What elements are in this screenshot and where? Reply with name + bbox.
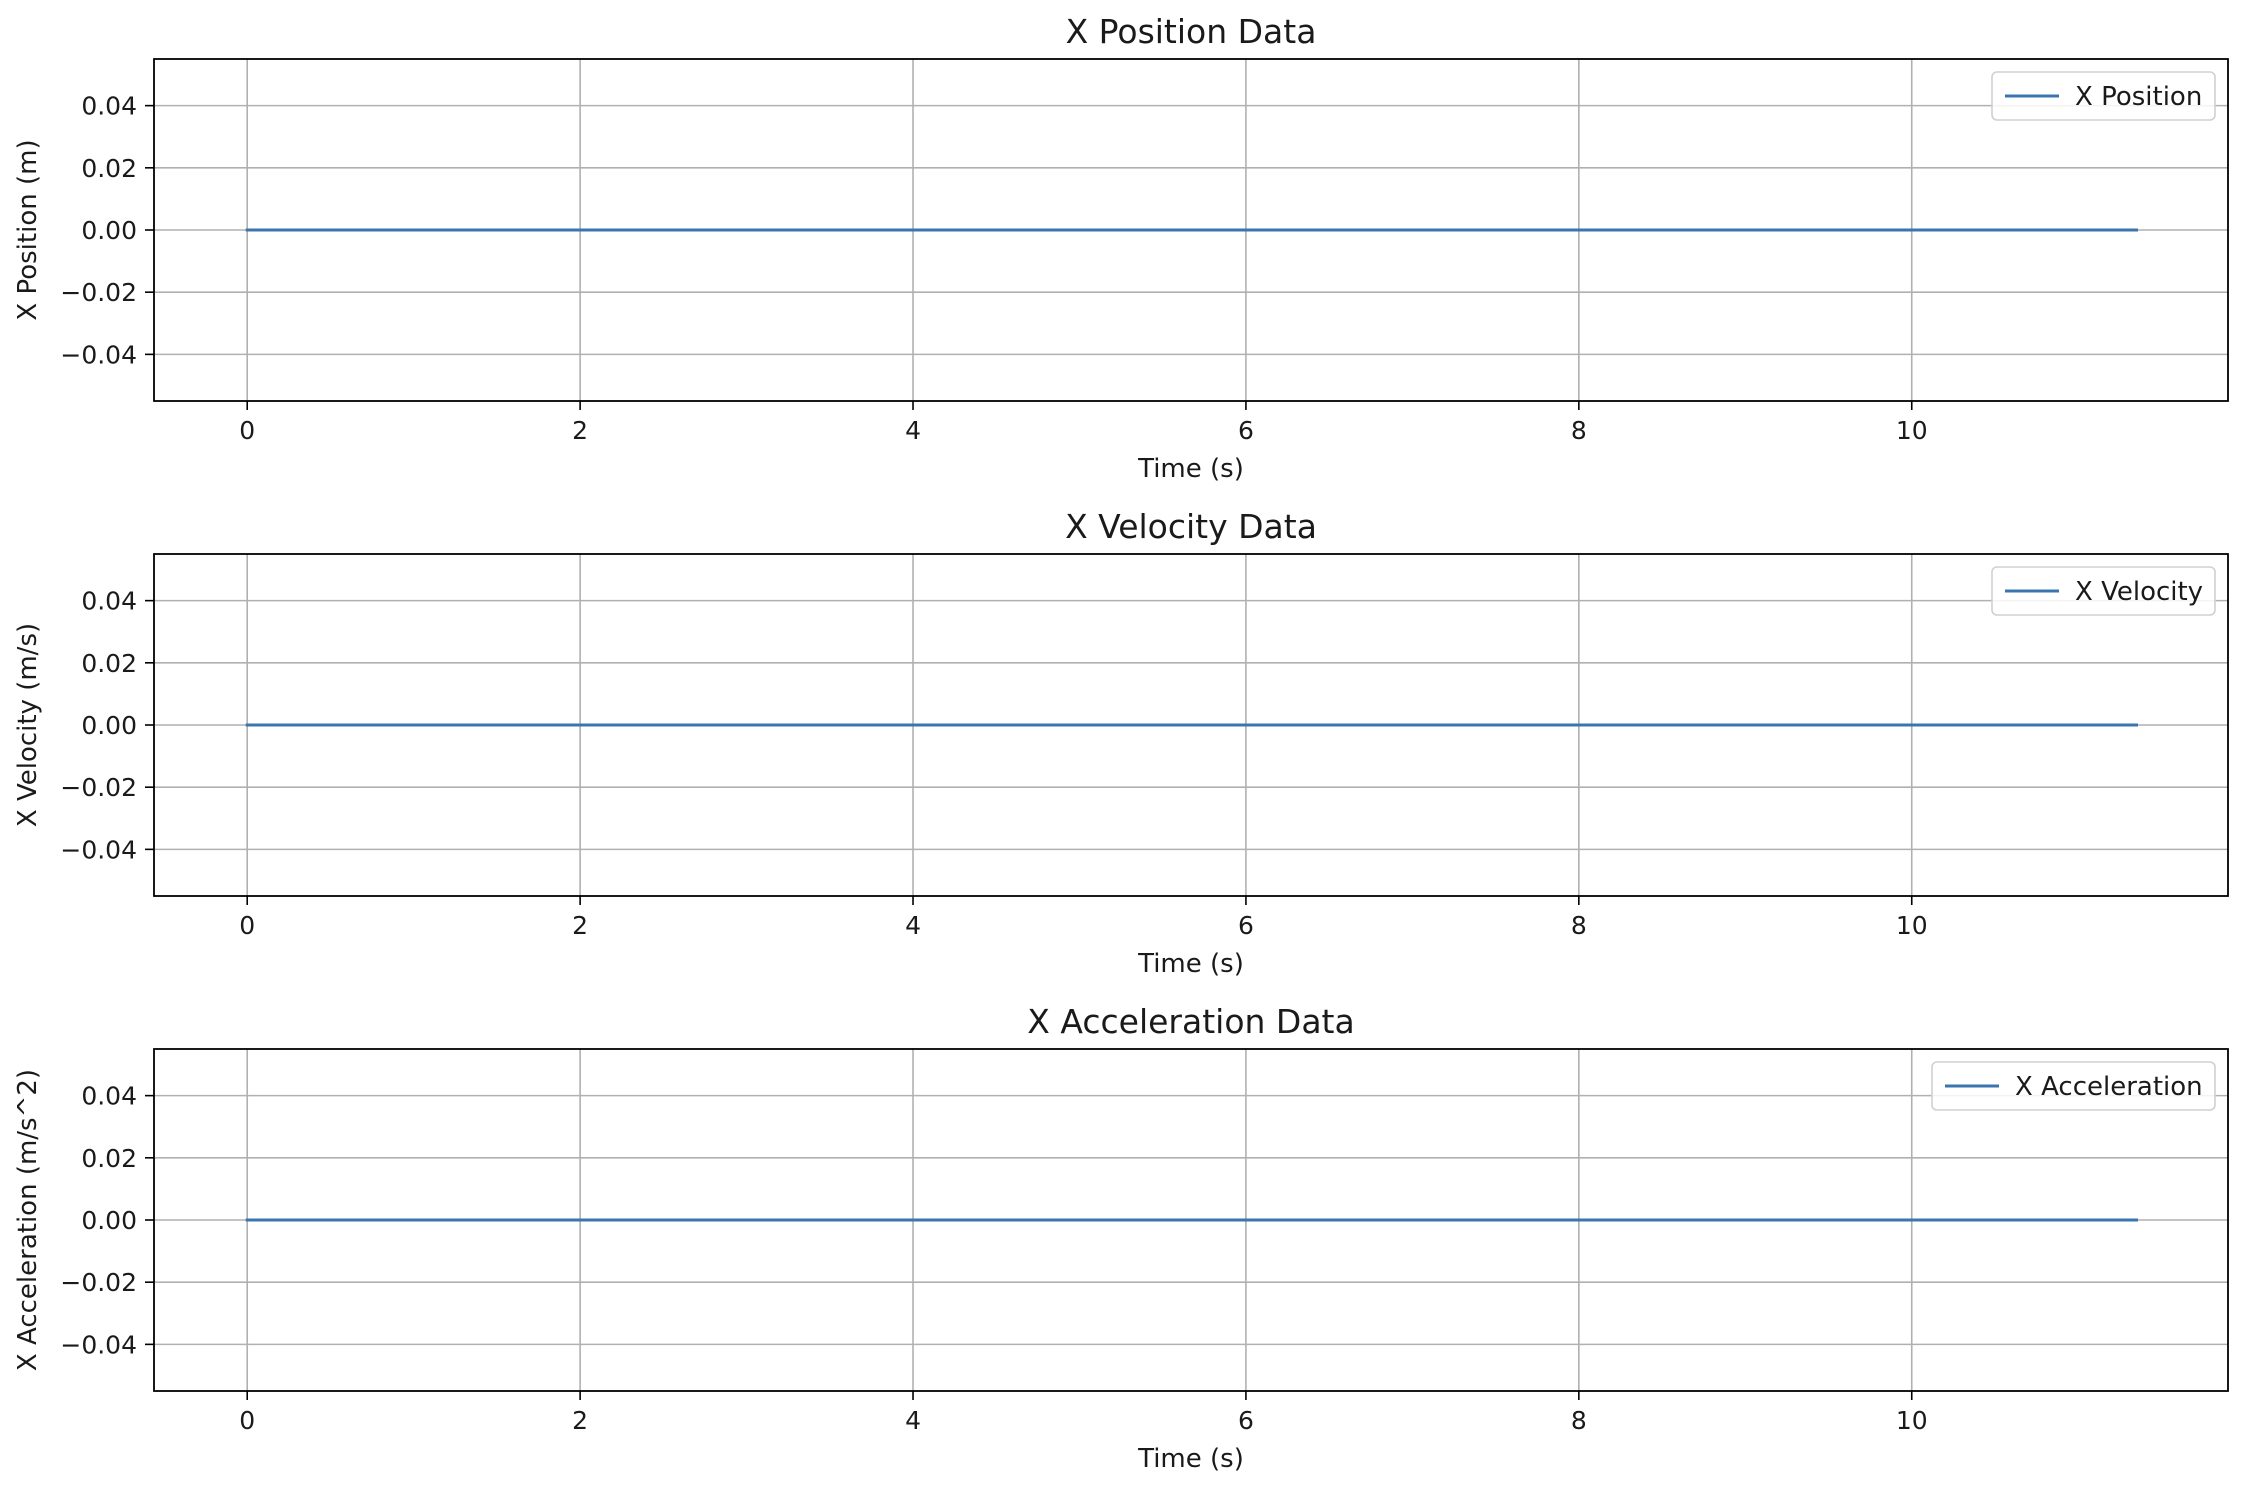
y-axis-label: X Velocity (m/s) (13, 623, 43, 827)
x-tick-label: 6 (1238, 911, 1254, 940)
x-tick-label: 4 (905, 911, 921, 940)
y-tick-label: 0.02 (81, 649, 137, 678)
y-tick-label: 0.02 (81, 1144, 137, 1173)
legend: X Acceleration (1931, 1061, 2216, 1111)
subplot-3: 0 2 4 6 8 10 0.04 0.02 0.00 −0.02 −0.04 X Accelerat… (13, 1002, 2229, 1474)
y-tick-label: 0.04 (81, 587, 137, 616)
x-tick-label: 10 (1896, 416, 1928, 445)
x-tick-label: 8 (1571, 1406, 1587, 1435)
y-tick-label: −0.04 (60, 835, 137, 864)
y-tick-label: 0.00 (81, 711, 137, 740)
legend: X Position (1991, 71, 2216, 121)
y-tick-label: 0.00 (81, 216, 137, 245)
x-tick-label: 2 (572, 1406, 588, 1435)
x-tick-label: 10 (1896, 1406, 1928, 1435)
x-tick-label: 6 (1238, 1406, 1254, 1435)
legend-label: X Velocity (2075, 577, 2203, 607)
legend: X Velocity (1991, 566, 2216, 616)
legend-box (1931, 1061, 2216, 1111)
y-tick-label: 0.00 (81, 1206, 137, 1235)
x-tick-label: 4 (905, 416, 921, 445)
y-tick-label: −0.04 (60, 340, 137, 369)
subplot-2: 0 2 4 6 8 10 0.04 0.02 0.00 −0.02 −0.04 X Velocity … (13, 507, 2229, 979)
x-tick-label: 2 (572, 416, 588, 445)
legend-box (1991, 566, 2216, 616)
legend-label: X Position (2075, 82, 2202, 112)
chart-title: X Velocity Data (1065, 507, 1317, 546)
x-tick-label: 10 (1896, 911, 1928, 940)
x-tick-label: 8 (1571, 911, 1587, 940)
y-tick-label: 0.04 (81, 92, 137, 121)
x-axis-label: Time (s) (1137, 1444, 1244, 1474)
x-tick-label: 0 (239, 416, 255, 445)
chart-title: X Position Data (1066, 12, 1317, 51)
y-tick-label: −0.02 (60, 278, 137, 307)
y-tick-label: −0.02 (60, 773, 137, 802)
x-axis-label: Time (s) (1137, 454, 1244, 484)
x-tick-label: 6 (1238, 416, 1254, 445)
y-axis-label: X Position (m) (13, 139, 43, 320)
x-tick-label: 8 (1571, 416, 1587, 445)
x-tick-label: 2 (572, 911, 588, 940)
subplot-1: 0 2 4 6 8 10 0.04 0.02 0.00 −0.02 −0.04 X Position … (13, 12, 2229, 484)
x-tick-label: 0 (239, 911, 255, 940)
chart-title: X Acceleration Data (1027, 1002, 1354, 1041)
x-tick-label: 4 (905, 1406, 921, 1435)
y-tick-label: −0.04 (60, 1330, 137, 1359)
legend-label: X Acceleration (2015, 1072, 2203, 1102)
x-tick-label: 0 (239, 1406, 255, 1435)
legend-box (1991, 71, 2216, 121)
y-tick-label: −0.02 (60, 1268, 137, 1297)
y-axis-label: X Acceleration (m/s^2) (13, 1069, 43, 1371)
y-tick-label: 0.04 (81, 1082, 137, 1111)
x-axis-label: Time (s) (1137, 949, 1244, 979)
y-tick-label: 0.02 (81, 154, 137, 183)
